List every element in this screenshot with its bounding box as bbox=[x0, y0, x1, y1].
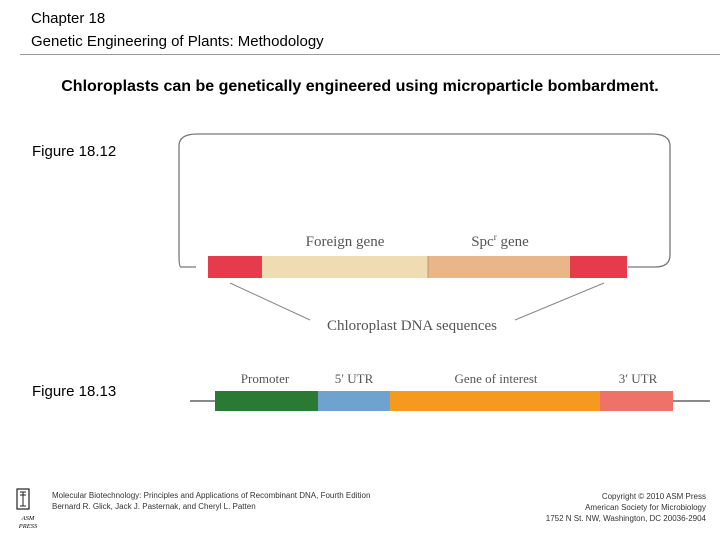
society-name: American Society for Microbiology bbox=[585, 503, 706, 512]
promoter-label: Promoter bbox=[241, 371, 290, 386]
spc-gene-segment bbox=[428, 256, 570, 278]
right-flank-segment bbox=[570, 256, 627, 278]
header-divider bbox=[20, 54, 720, 55]
foreign-gene-segment bbox=[262, 256, 428, 278]
figure-18-12-label: Figure 18.12 bbox=[32, 143, 117, 160]
utr3-label: 3′ UTR bbox=[619, 371, 658, 386]
figure-18-13-label: Figure 18.13 bbox=[32, 383, 117, 400]
spc-gene-label: Spcr gene bbox=[471, 232, 529, 250]
chapter-subtitle: Genetic Engineering of Plants: Methodolo… bbox=[31, 33, 324, 50]
figure-18-13-diagram: Promoter 5′ UTR Gene of interest 3′ UTR bbox=[190, 371, 710, 411]
chapter-title: Chapter 18 bbox=[31, 10, 106, 27]
book-citation: Molecular Biotechnology: Principles and … bbox=[52, 490, 370, 512]
foreign-gene-label: Foreign gene bbox=[306, 234, 385, 250]
pointer-line-right bbox=[514, 282, 605, 321]
utr5-segment bbox=[318, 391, 390, 411]
asm-press-logo: ASM PRESS bbox=[16, 488, 38, 530]
publisher-address: 1752 N St. NW, Washington, DC 20036-2904 bbox=[545, 514, 706, 523]
book-title: Molecular Biotechnology: Principles and … bbox=[52, 491, 371, 500]
slide-headline: Chloroplasts can be genetically engineer… bbox=[61, 78, 659, 95]
svg-text:ASM: ASM bbox=[21, 515, 35, 522]
copyright-text: Copyright © 2010 ASM Press bbox=[601, 492, 706, 501]
pointer-line-left bbox=[229, 282, 311, 321]
figure-18-12-diagram: Foreign gene Spcr gene Chloroplast DNA s… bbox=[178, 133, 671, 334]
promoter-segment bbox=[215, 391, 318, 411]
gene-of-interest-label: Gene of interest bbox=[454, 371, 537, 386]
svg-text:PRESS: PRESS bbox=[18, 523, 38, 530]
chloroplast-dna-label: Chloroplast DNA sequences bbox=[327, 318, 497, 334]
publisher-info: Copyright © 2010 ASM Press American Soci… bbox=[546, 491, 706, 524]
utr5-label: 5′ UTR bbox=[335, 371, 374, 386]
left-flank-segment bbox=[208, 256, 262, 278]
gene-of-interest-segment bbox=[390, 391, 600, 411]
book-authors: Bernard R. Glick, Jack J. Pasternak, and… bbox=[52, 502, 256, 511]
chloroplast-outline bbox=[178, 133, 671, 268]
utr3-segment bbox=[600, 391, 673, 411]
